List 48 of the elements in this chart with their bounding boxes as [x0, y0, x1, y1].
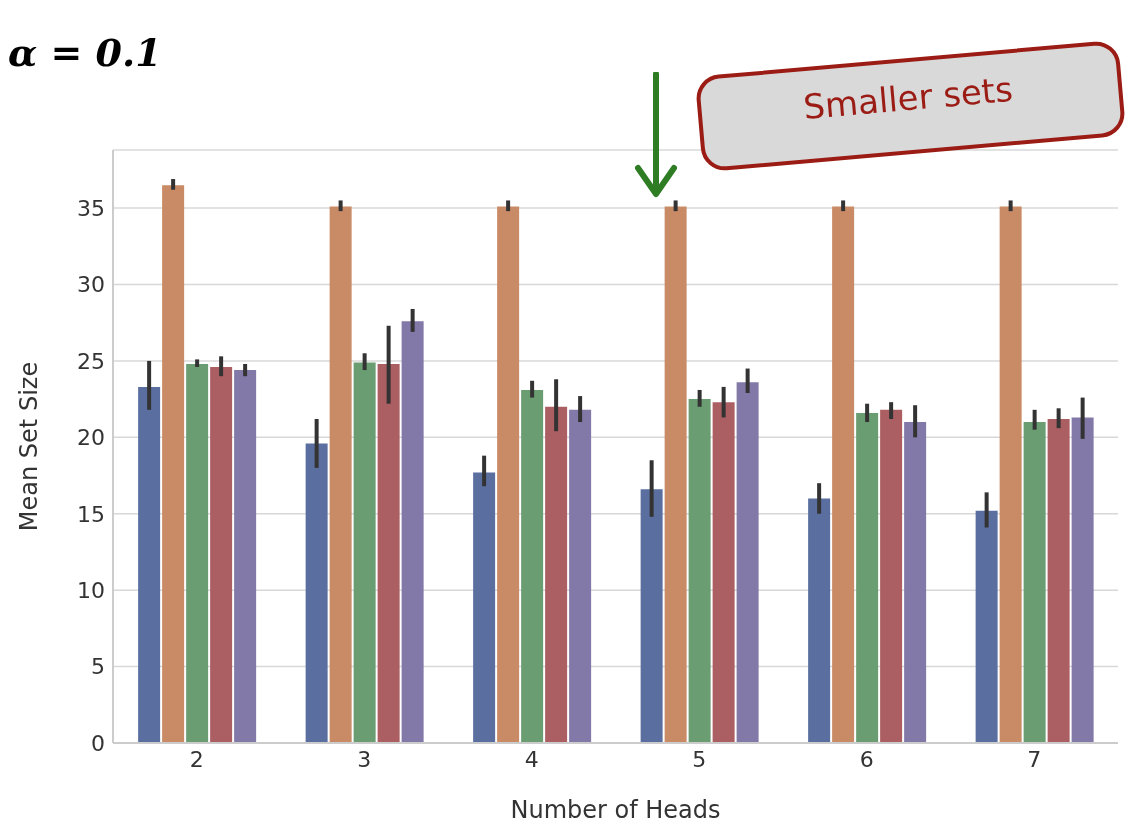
bar [234, 370, 257, 743]
bar [664, 206, 687, 743]
bar [521, 389, 544, 743]
bar [545, 406, 568, 743]
bar [688, 399, 711, 743]
x-tick-label: 5 [692, 746, 707, 772]
bar [497, 206, 520, 743]
bar [832, 206, 855, 743]
x-tick-label: 6 [859, 746, 874, 772]
bar [210, 367, 233, 743]
y-tick-label: 30 [77, 272, 105, 298]
y-tick-label: 20 [77, 425, 105, 451]
y-axis-title: Mean Set Size [14, 361, 43, 532]
y-tick-label: 25 [77, 348, 105, 374]
y-tick-label: 15 [77, 501, 105, 527]
bar [473, 472, 496, 743]
x-axis-title: Number of Heads [510, 796, 721, 824]
bar [1047, 418, 1070, 743]
x-tick-label: 2 [189, 746, 204, 772]
bar [353, 362, 376, 743]
bar [999, 206, 1022, 743]
bar [1023, 422, 1046, 743]
bar [377, 363, 400, 743]
text: Smaller sets [800, 67, 1016, 130]
x-tick-label: 3 [357, 746, 372, 772]
bar [569, 409, 592, 743]
bar [904, 422, 927, 743]
y-tick-label: 5 [91, 654, 105, 680]
bar [736, 382, 759, 743]
bar [1071, 417, 1094, 743]
bar [138, 386, 161, 743]
bar [880, 409, 903, 743]
y-tick-label: 0 [91, 730, 105, 756]
bar [712, 402, 735, 743]
bar [808, 498, 831, 743]
bar [329, 206, 352, 743]
chart-title: α = 0.1 [8, 30, 162, 75]
bar [162, 185, 185, 743]
bar [305, 443, 328, 743]
bar [856, 412, 879, 743]
bar [975, 510, 998, 743]
x-tick-label: 7 [1027, 746, 1042, 772]
x-tick-label: 4 [524, 746, 539, 772]
bar [401, 321, 424, 743]
bar [640, 489, 663, 743]
y-tick-label: 35 [77, 195, 105, 221]
y-tick-label: 10 [77, 577, 105, 603]
bar [186, 363, 209, 743]
